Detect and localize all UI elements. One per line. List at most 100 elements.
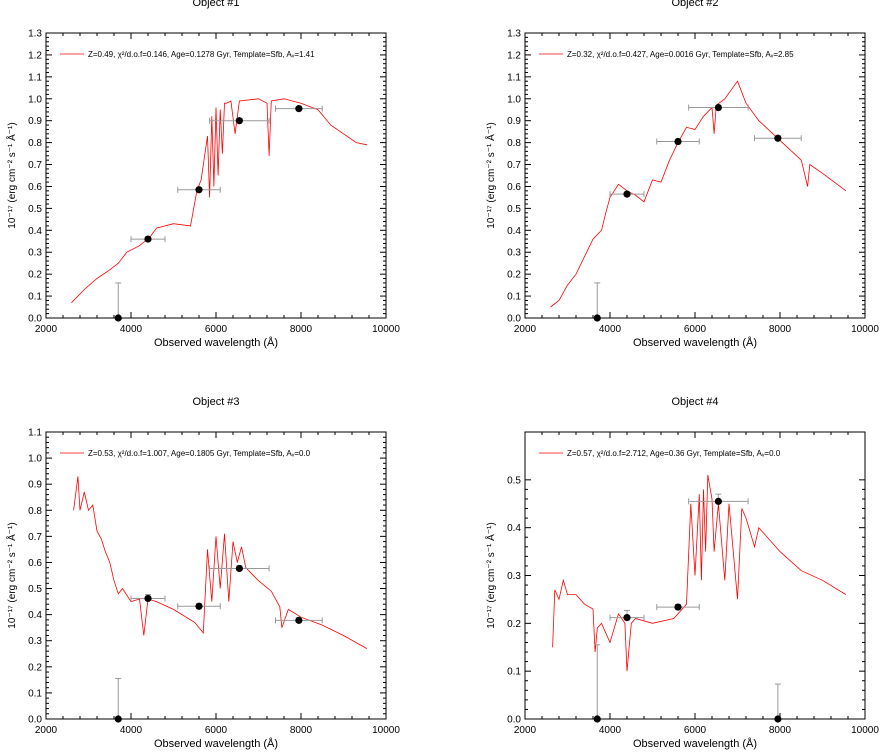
photometry-point bbox=[195, 602, 203, 610]
y-tick-label: 1.2 bbox=[28, 50, 42, 61]
photometry-point bbox=[714, 497, 722, 505]
y-axis-label: 10⁻¹⁷ (erg cm⁻² s⁻¹ Å⁻¹) bbox=[484, 122, 497, 228]
x-axis-label: Observed wavelength (Å) bbox=[154, 336, 278, 349]
photometry-point bbox=[114, 715, 122, 723]
y-tick-label: 1.2 bbox=[507, 50, 521, 61]
y-tick-label: 1.3 bbox=[507, 29, 521, 40]
photometry-point bbox=[235, 564, 243, 573]
y-tick-label: 0.8 bbox=[28, 506, 42, 517]
y-tick-label: 0.6 bbox=[507, 182, 521, 193]
chart-title: Object #4 bbox=[671, 396, 718, 408]
y-tick-label: 1.1 bbox=[28, 72, 42, 83]
y-tick-label: 0.4 bbox=[28, 226, 42, 237]
y-tick-label: 0.1 bbox=[507, 292, 521, 303]
plot-frame bbox=[45, 431, 387, 720]
photometry-point bbox=[144, 235, 152, 243]
y-tick-label: 1.0 bbox=[507, 94, 521, 105]
y-tick-label: 0.4 bbox=[507, 226, 521, 237]
x-tick-label: 6000 bbox=[205, 725, 228, 736]
model-spectrum-line bbox=[71, 98, 367, 303]
y-tick-label: 0.9 bbox=[507, 116, 521, 127]
legend-label: Z=0.57, χ²/d.o.f=2.712, Age=0.36 Gyr, Te… bbox=[567, 449, 781, 458]
y-tick-label: 0.0 bbox=[28, 715, 42, 726]
x-tick-label: 2000 bbox=[35, 725, 58, 736]
y-tick-label: 0.1 bbox=[28, 688, 42, 699]
y-tick-label: 0.1 bbox=[28, 292, 42, 303]
y-tick-label: 0.2 bbox=[507, 619, 521, 630]
x-tick-label: 2000 bbox=[35, 324, 58, 335]
x-tick-label: 2000 bbox=[514, 324, 537, 335]
y-tick-label: 0.0 bbox=[507, 715, 521, 726]
y-axis-label: 10⁻¹⁷ (erg cm⁻² s⁻¹ Å⁻¹) bbox=[5, 122, 18, 228]
x-tick-label: 4000 bbox=[120, 324, 143, 335]
photometry-point bbox=[623, 190, 631, 198]
plot-frame bbox=[524, 32, 866, 319]
y-tick-label: 0.7 bbox=[28, 160, 42, 171]
photometry-point bbox=[144, 594, 152, 603]
y-tick-label: 0.3 bbox=[28, 636, 42, 647]
y-tick-label: 0.7 bbox=[507, 160, 521, 171]
y-axis-label: 10⁻¹⁷ (erg cm⁻² s⁻¹ Å⁻¹) bbox=[484, 522, 497, 628]
chart-title: Object #1 bbox=[192, 0, 239, 9]
y-tick-label: 1.1 bbox=[28, 428, 42, 439]
model-spectrum-line bbox=[552, 474, 847, 672]
legend-label: Z=0.53, χ²/d.o.f=1.007, Age=0.1805 Gyr, … bbox=[88, 449, 311, 458]
x-tick-label: 10000 bbox=[372, 725, 400, 736]
y-tick-label: 0.0 bbox=[28, 314, 42, 325]
y-tick-label: 0.3 bbox=[507, 571, 521, 582]
y-tick-label: 0.2 bbox=[507, 270, 521, 281]
y-tick-label: 1.0 bbox=[28, 454, 42, 465]
x-tick-label: 8000 bbox=[290, 725, 313, 736]
y-tick-label: 0.5 bbox=[28, 584, 42, 595]
x-axis-label: Observed wavelength (Å) bbox=[633, 737, 757, 750]
photometry-point bbox=[295, 105, 303, 113]
x-tick-label: 6000 bbox=[684, 324, 707, 335]
y-tick-label: 0.3 bbox=[507, 248, 521, 259]
y-tick-label: 0.5 bbox=[507, 204, 521, 215]
photometry-point bbox=[674, 137, 682, 146]
chart-title: Object #3 bbox=[192, 396, 239, 408]
y-tick-label: 1.1 bbox=[507, 72, 521, 83]
x-tick-label: 10000 bbox=[372, 324, 400, 335]
chart-panel-1: Object #1 2000 4000 6000 8000 10000 0.0 0.1 0.2 0… bbox=[5, 0, 400, 349]
y-tick-label: 0.5 bbox=[28, 204, 42, 215]
x-tick-label: 8000 bbox=[769, 725, 792, 736]
y-axis-label: 10⁻¹⁷ (erg cm⁻² s⁻¹ Å⁻¹) bbox=[5, 522, 18, 628]
x-tick-label: 4000 bbox=[599, 725, 622, 736]
y-tick-label: 0.7 bbox=[28, 532, 42, 543]
model-spectrum-line bbox=[73, 476, 368, 649]
x-tick-label: 8000 bbox=[769, 324, 792, 335]
photometry-point bbox=[714, 103, 722, 112]
y-tick-label: 1.0 bbox=[28, 94, 42, 105]
y-tick-label: 0.8 bbox=[507, 138, 521, 149]
x-tick-label: 10000 bbox=[851, 725, 879, 736]
photometry-point bbox=[774, 134, 782, 142]
photometry-point bbox=[235, 117, 243, 125]
x-tick-label: 6000 bbox=[205, 324, 228, 335]
y-tick-label: 0.4 bbox=[507, 523, 521, 534]
x-tick-label: 10000 bbox=[851, 324, 879, 335]
y-tick-label: 0.8 bbox=[28, 138, 42, 149]
photometry-point bbox=[774, 715, 782, 723]
chart-panel-2: Object #2 2000 4000 6000 8000 10000 0.0 0.1 0.2 0… bbox=[484, 0, 879, 349]
photometry-point bbox=[623, 613, 631, 622]
y-tick-label: 0.3 bbox=[28, 248, 42, 259]
photometry-point bbox=[593, 314, 601, 322]
photometry-point bbox=[195, 186, 203, 194]
y-tick-label: 0.6 bbox=[28, 182, 42, 193]
chart-panel-4: Object #4 2000 4000 6000 8000 10000 0.0 0.1 0.2 0… bbox=[484, 396, 879, 750]
chart-title: Object #2 bbox=[671, 0, 718, 9]
y-tick-label: 0.9 bbox=[28, 480, 42, 491]
plot-frame bbox=[45, 32, 387, 319]
x-tick-label: 4000 bbox=[120, 725, 143, 736]
y-tick-label: 0.4 bbox=[28, 610, 42, 621]
y-tick-label: 0.2 bbox=[28, 662, 42, 673]
y-tick-label: 0.5 bbox=[507, 475, 521, 486]
x-tick-label: 6000 bbox=[684, 725, 707, 736]
legend-label: Z=0.49, χ²/d.o.f=0.146, Age=0.1278 Gyr, … bbox=[88, 50, 315, 59]
photometry-point bbox=[674, 603, 682, 611]
x-tick-label: 8000 bbox=[290, 324, 313, 335]
photometry-point bbox=[295, 616, 303, 624]
model-spectrum-line bbox=[550, 80, 847, 308]
